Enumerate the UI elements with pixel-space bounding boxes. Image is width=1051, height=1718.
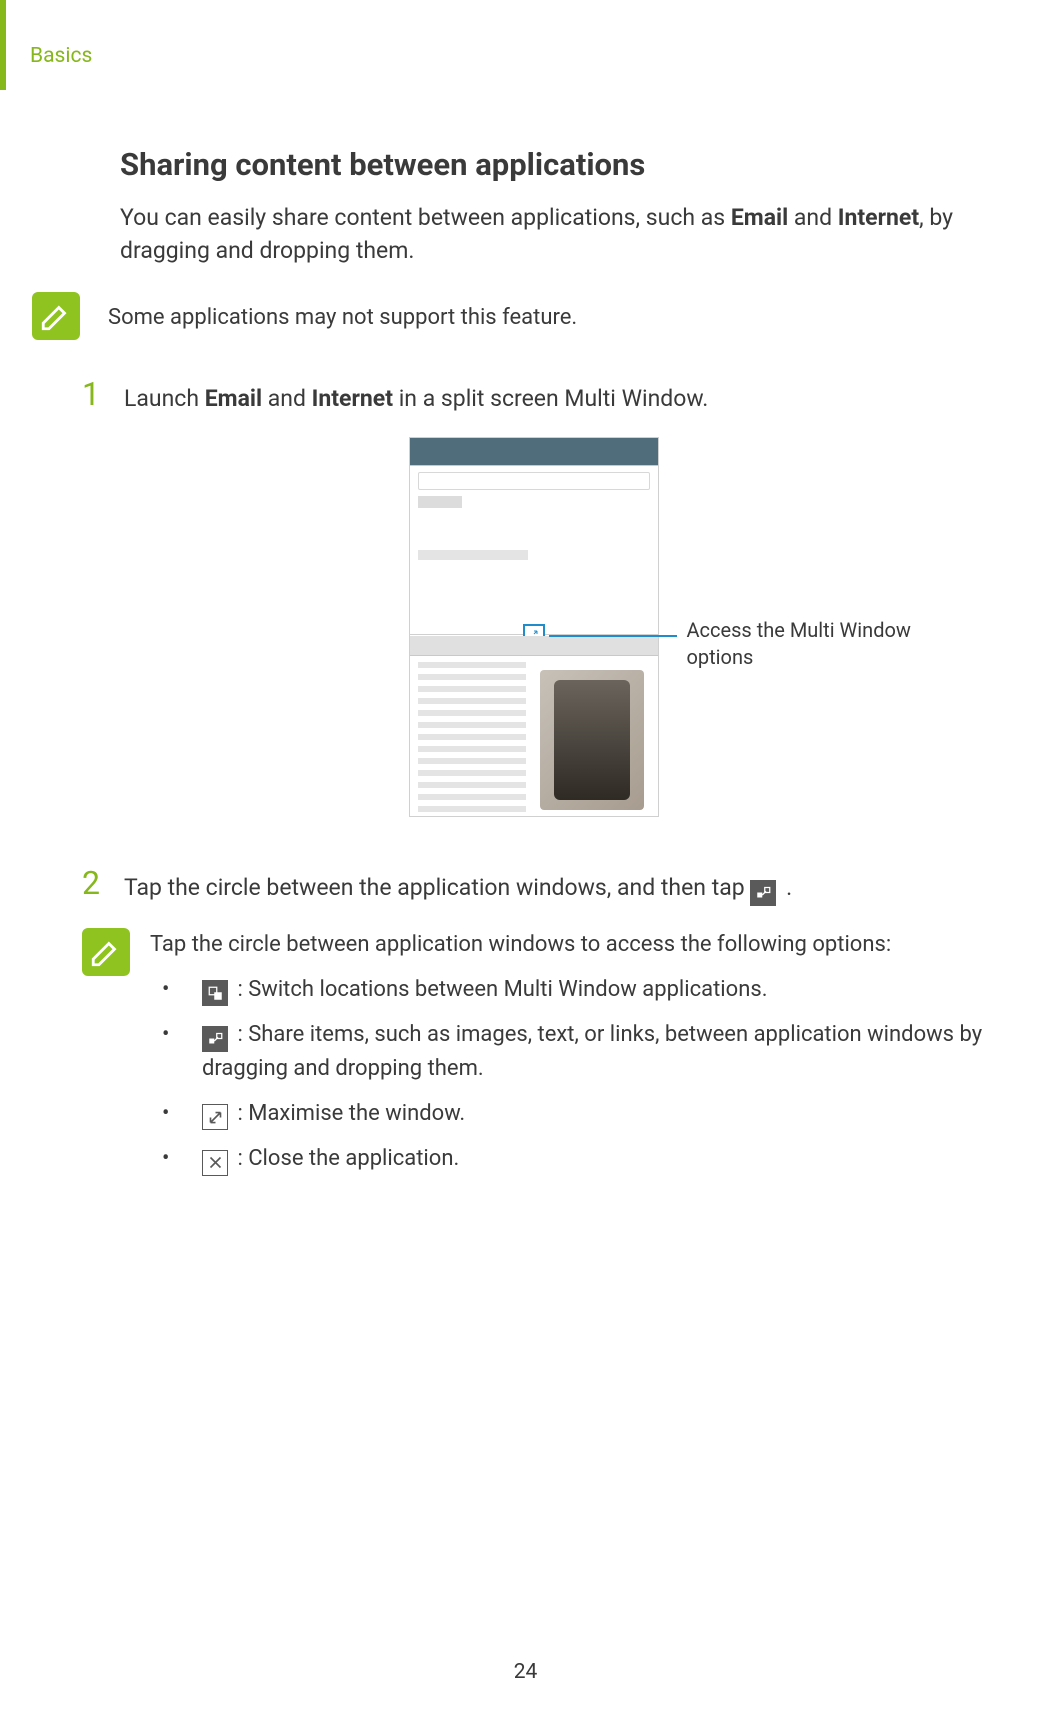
note-icon-2 <box>82 928 130 976</box>
step2-post: . <box>780 874 792 901</box>
switch-locations-icon <box>202 980 228 1006</box>
mock-topbar <box>410 438 658 466</box>
intro-paragraph: You can easily share content between app… <box>120 201 1021 268</box>
step-2-note: Tap the circle between application windo… <box>82 928 1021 1188</box>
page-number: 24 <box>0 1660 1051 1684</box>
mock-label <box>418 496 462 508</box>
intro-text-pre: You can easily share content between app… <box>120 204 731 231</box>
option-switch: : Switch locations between Multi Window … <box>150 973 1021 1007</box>
note-support-text: Some applications may not support this f… <box>108 292 577 334</box>
note-icon <box>32 292 80 340</box>
mock-phone-image <box>540 670 644 810</box>
option-share: : Share items, such as images, text, or … <box>150 1018 1021 1085</box>
mock-phone-inner <box>554 680 630 800</box>
step-1: 1 Launch Email and Internet in a split s… <box>120 378 1021 415</box>
intro-bold-internet: Internet <box>838 204 919 231</box>
multiwindow-figure: Access the Multi Window options <box>211 437 931 827</box>
intro-bold-email: Email <box>731 204 788 231</box>
option-maximise-text: : Maximise the window. <box>232 1101 465 1126</box>
step-1-number: 1 <box>82 378 110 410</box>
option-close-text: : Close the application. <box>232 1146 459 1171</box>
callout-line <box>549 635 677 637</box>
mock-search <box>418 472 650 490</box>
option-close: : Close the application. <box>150 1142 1021 1176</box>
close-icon <box>202 1150 228 1176</box>
option-share-text: : Share items, such as images, text, or … <box>202 1022 982 1081</box>
option-maximise: : Maximise the window. <box>150 1097 1021 1131</box>
page-left-border <box>0 0 6 90</box>
option-switch-text: : Switch locations between Multi Window … <box>232 977 768 1002</box>
share-items-icon <box>202 1026 228 1052</box>
mock-browser-bar <box>410 636 658 656</box>
intro-text-mid: and <box>788 204 838 231</box>
step1-bold-internet: Internet <box>312 385 393 412</box>
step-1-text: Launch Email and Internet in a split scr… <box>124 378 708 415</box>
share-drag-icon <box>750 880 776 906</box>
phone-mockup <box>409 437 659 817</box>
step-2-text: Tap the circle between the application w… <box>124 867 792 906</box>
step1-mid: and <box>262 385 312 412</box>
pencil-icon <box>89 935 123 969</box>
step-2-number: 2 <box>82 867 110 899</box>
step2-pre: Tap the circle between the application w… <box>124 874 750 901</box>
section-title: Sharing content between applications <box>120 146 1021 183</box>
options-list: : Switch locations between Multi Window … <box>150 973 1021 1176</box>
step-2-note-body: Tap the circle between application windo… <box>150 928 1021 1188</box>
mock-text-blurb <box>418 662 526 812</box>
page-content: Basics Sharing content between applicati… <box>0 0 1051 1188</box>
step-2: 2 Tap the circle between the application… <box>120 867 1021 906</box>
step1-bold-email: Email <box>205 385 262 412</box>
step1-pre: Launch <box>124 385 205 412</box>
pencil-icon <box>39 299 73 333</box>
maximise-icon <box>202 1104 228 1130</box>
step1-post: in a split screen Multi Window. <box>393 385 708 412</box>
note2-lead: Tap the circle between application windo… <box>150 928 1021 961</box>
mock-text-line <box>418 550 528 560</box>
callout-text: Access the Multi Window options <box>687 617 927 671</box>
breadcrumb: Basics <box>30 44 1021 68</box>
note-support: Some applications may not support this f… <box>32 292 1021 340</box>
